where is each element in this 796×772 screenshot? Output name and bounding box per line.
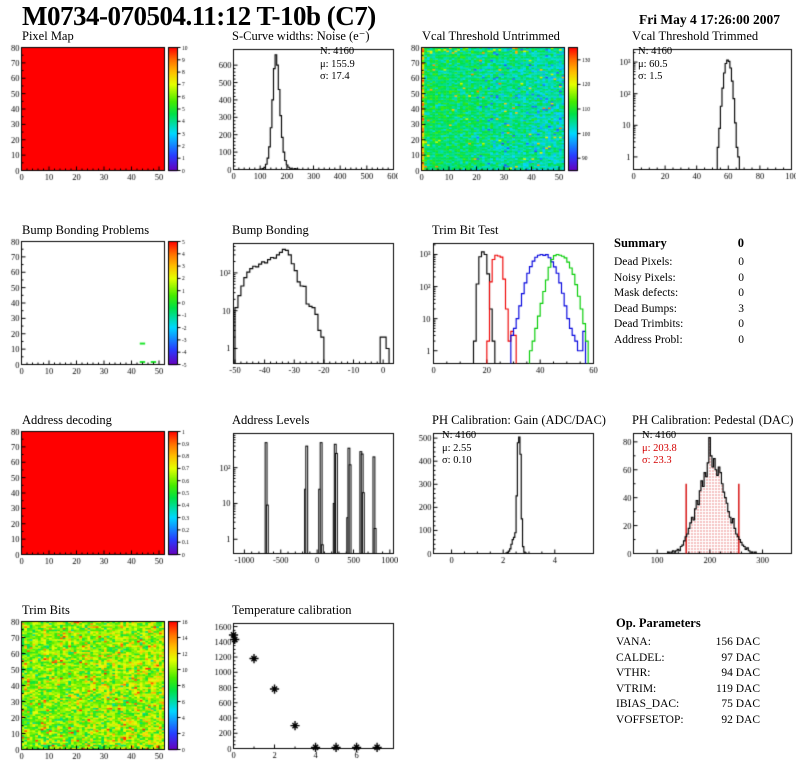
- vcal-untrimmed-canvas: [406, 43, 598, 183]
- stat-line: σ: 17.4: [320, 71, 350, 82]
- summary-panel: Summary 0 Dead Pixels: 0 Noisy Pixels: 0 Mas…: [614, 236, 744, 348]
- panel-trim-bit-test: Trim Bit Test: [406, 224, 598, 382]
- address-decoding-canvas: [6, 427, 198, 567]
- chart-title: Temperature calibration: [232, 603, 352, 617]
- address-levels-canvas: [206, 427, 398, 567]
- chart-title: Bump Bonding: [232, 223, 309, 237]
- stat-line: N: 4160: [320, 46, 355, 57]
- panel-vcal-trimmed: Vcal Threshold Trimmed N: 4160 μ: 60.5 σ: …: [606, 30, 796, 188]
- text-row: VOFFSETOP: 92 DAC: [616, 713, 760, 726]
- vcal-trimmed-canvas: [606, 43, 796, 183]
- text-row: Address Probl: 0: [614, 333, 744, 346]
- summary-heading: Summary: [614, 236, 667, 250]
- vcal-trimmed-stats: N: 4160 μ: 60.5 σ: 1.5: [638, 46, 672, 84]
- stat-line: σ: 1.5: [638, 71, 663, 82]
- op-parameters-heading: Op. Parameters: [616, 616, 701, 630]
- chart-title: PH Calibration: Gain (ADC/DAC): [432, 413, 606, 427]
- text-row: Mask defects: 0: [614, 287, 744, 299]
- text-row: Dead Bumps: 3: [614, 302, 744, 315]
- text-row: VTRIM: 119 DAC: [616, 682, 760, 695]
- summary-rows: Dead Pixels: 0 Noisy Pixels: 0 Mask defects:…: [614, 255, 744, 348]
- scurve-noise-stats: N: 4160 μ: 155.9 σ: 17.4: [320, 46, 355, 84]
- panel-ph-pedestal: PH Calibration: Pedestal (DAC) N: 4160 μ:…: [606, 414, 796, 572]
- bump-problems-canvas: [6, 237, 198, 377]
- ph-pedestal-canvas: [606, 427, 796, 567]
- panel-temp-calibration: Temperature calibration: [206, 604, 398, 762]
- stat-line: N: 4160: [638, 46, 673, 57]
- chart-title: Vcal Threshold Untrimmed: [422, 29, 560, 43]
- chart-title: Bump Bonding Problems: [22, 223, 150, 237]
- chart-title: S-Curve widths: Noise (e⁻): [232, 29, 370, 43]
- panel-bump-bonding: Bump Bonding: [206, 224, 398, 382]
- panel-vcal-untrimmed: Vcal Threshold Untrimmed: [406, 30, 598, 188]
- panel-ph-gain: PH Calibration: Gain (ADC/DAC) N: 4160 μ:…: [406, 413, 606, 572]
- panel-scurve-noise: S-Curve widths: Noise (e⁻) N: 4160 μ: 155…: [206, 30, 398, 188]
- chart-title: Address Levels: [232, 413, 310, 427]
- text-row: VTHR: 94 DAC: [616, 667, 760, 679]
- text-row: Noisy Pixels: 0: [614, 271, 744, 284]
- pixel-map-canvas: [6, 43, 198, 183]
- panel-bump-problems: Bump Bonding Problems: [6, 224, 198, 382]
- chart-title: PH Calibration: Pedestal (DAC): [632, 413, 794, 427]
- trim-bits-canvas: [6, 617, 198, 762]
- stat-line: σ: 0.10: [442, 455, 472, 466]
- bump-bonding-canvas: [206, 237, 398, 377]
- stat-line: μ: 155.9: [320, 58, 355, 70]
- ph-pedestal-stats: N: 4160 μ: 203.8 σ: 23.3: [642, 430, 677, 468]
- op-parameters-panel: Op. Parameters VANA: 156 DAC CALDEL: 97 DAC…: [616, 616, 760, 728]
- trim-bit-test-canvas: [406, 237, 598, 377]
- text-row: VANA: 156 DAC: [616, 636, 760, 648]
- chart-title: Pixel Map: [22, 29, 74, 43]
- panel-address-levels: Address Levels: [206, 414, 398, 572]
- timestamp: Fri May 4 17:26:00 2007: [639, 12, 780, 27]
- page-title: M0734-070504.11:12 T-10b (C7): [22, 1, 376, 31]
- stat-line: μ: 203.8: [642, 442, 677, 454]
- op-parameters-rows: VANA: 156 DAC CALDEL: 97 DAC VTHR: 94 DAC VTRI…: [616, 635, 760, 728]
- chart-title: Vcal Threshold Trimmed: [632, 29, 759, 43]
- text-row: IBIAS_DAC: 75 DAC: [616, 698, 760, 710]
- chart-title: Trim Bit Test: [432, 223, 499, 237]
- text-row: Dead Pixels: 0: [614, 256, 744, 268]
- chart-title: Trim Bits: [22, 603, 70, 617]
- stat-line: μ: 60.5: [638, 58, 668, 70]
- ph-gain-stats: N: 4160 μ: 2.55 σ: 0.10: [442, 430, 476, 468]
- text-row: CALDEL: 97 DAC: [616, 651, 760, 664]
- temp-calibration-canvas: [206, 617, 398, 762]
- stat-line: σ: 23.3: [642, 455, 672, 466]
- panel-pixel-map: Pixel Map: [6, 30, 198, 188]
- summary-heading-value: 0: [737, 236, 744, 250]
- ph-gain-canvas: [406, 427, 598, 567]
- panel-trim-bits: Trim Bits: [6, 604, 198, 762]
- stat-line: μ: 2.55: [442, 442, 472, 454]
- stat-line: N: 4160: [642, 430, 677, 441]
- stat-line: N: 4160: [442, 430, 477, 441]
- chart-title: Address decoding: [22, 413, 112, 427]
- panel-address-decoding: Address decoding: [6, 414, 198, 572]
- scurve-noise-canvas: [206, 43, 398, 183]
- text-row: Dead Trimbits: 0: [614, 318, 744, 330]
